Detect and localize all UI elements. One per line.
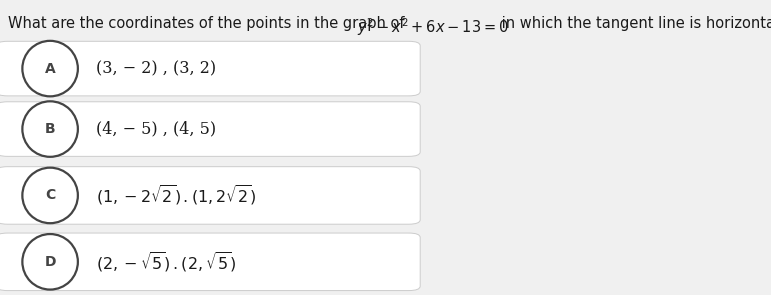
Text: What are the coordinates of the points in the graph of: What are the coordinates of the points i… [8, 16, 409, 31]
Ellipse shape [22, 234, 78, 290]
Text: (3, − 2) , (3, 2): (3, − 2) , (3, 2) [96, 60, 217, 77]
FancyBboxPatch shape [0, 167, 420, 224]
FancyBboxPatch shape [0, 41, 420, 96]
FancyBboxPatch shape [0, 102, 420, 156]
Text: (4, − 5) , (4, 5): (4, − 5) , (4, 5) [96, 121, 217, 137]
Ellipse shape [22, 168, 78, 223]
FancyBboxPatch shape [0, 233, 420, 291]
Text: C: C [45, 189, 56, 202]
Text: in which the tangent line is horizontal?: in which the tangent line is horizontal? [497, 16, 771, 31]
Text: $(1, -2\sqrt{2})\,.(1, 2\sqrt{2})$: $(1, -2\sqrt{2})\,.(1, 2\sqrt{2})$ [96, 183, 257, 207]
Text: B: B [45, 122, 56, 136]
Text: A: A [45, 62, 56, 76]
Text: $(2, -\sqrt{5})\,.(2, \sqrt{5})$: $(2, -\sqrt{5})\,.(2, \sqrt{5})$ [96, 250, 237, 274]
Text: $y^{2}-x^{2}+6x-13=0$: $y^{2}-x^{2}+6x-13=0$ [357, 16, 509, 38]
Ellipse shape [22, 41, 78, 96]
Ellipse shape [22, 101, 78, 157]
Text: D: D [45, 255, 56, 269]
